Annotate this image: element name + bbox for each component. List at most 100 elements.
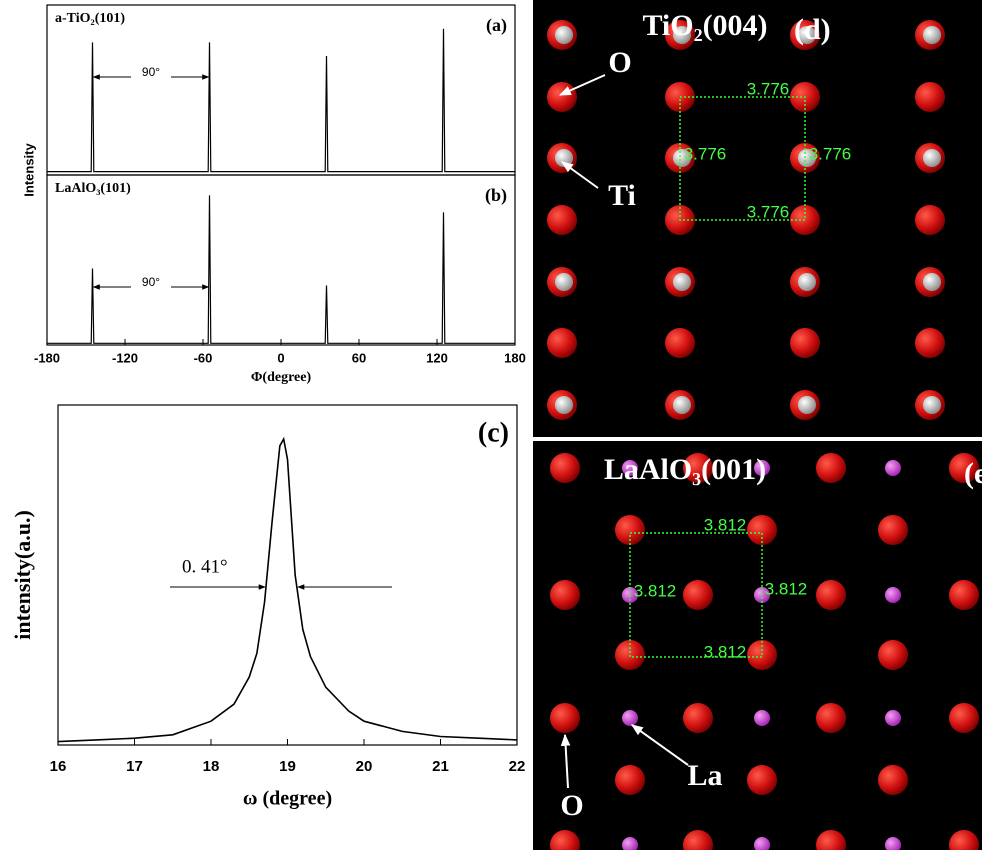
ti-atom xyxy=(798,396,816,414)
o-atom xyxy=(915,328,945,358)
o-atom xyxy=(878,640,908,670)
o-atom xyxy=(816,830,846,850)
o-atom xyxy=(550,453,580,483)
x-tick-label: 22 xyxy=(509,758,526,775)
pointer-arrow xyxy=(631,724,689,766)
pointer-arrow xyxy=(561,161,599,189)
panel-d-bg xyxy=(533,0,982,437)
o-atom xyxy=(615,765,645,795)
ti-atom xyxy=(555,26,573,44)
y-axis-label: intensity(a.u.) xyxy=(10,510,35,640)
o-atom xyxy=(816,580,846,610)
la-atom xyxy=(885,710,901,726)
pointer-arrow xyxy=(558,74,606,96)
spectrum-line xyxy=(57,436,518,743)
x-tick-label: -180 xyxy=(34,350,60,365)
panel-label: (e) xyxy=(964,457,982,490)
panel-label: (b) xyxy=(485,185,507,206)
spectrum-line xyxy=(47,195,515,344)
o-atom xyxy=(816,703,846,733)
ti-atom xyxy=(673,273,691,291)
panel-title: a-TiO₂(101) xyxy=(55,11,125,26)
o-atom xyxy=(683,703,713,733)
o-atom xyxy=(949,830,979,850)
o-atom xyxy=(949,703,979,733)
la-atom xyxy=(885,587,901,603)
ti-atom xyxy=(673,149,691,167)
spectrum-line xyxy=(47,28,515,173)
y-axis-label: Intensity xyxy=(21,143,36,197)
la-atom xyxy=(754,710,770,726)
o-atom xyxy=(615,515,645,545)
o-atom xyxy=(547,205,577,235)
atom-label: O xyxy=(608,46,631,79)
o-atom xyxy=(790,328,820,358)
ti-atom xyxy=(923,396,941,414)
distance-label: 3.776 xyxy=(747,202,790,221)
x-tick-label: 21 xyxy=(432,758,449,775)
pointer-arrow xyxy=(560,733,571,789)
la-atom xyxy=(754,460,770,476)
atom-label: La xyxy=(687,759,722,792)
o-atom xyxy=(665,328,695,358)
ti-atom xyxy=(798,26,816,44)
ti-atom xyxy=(923,149,941,167)
o-atom xyxy=(949,453,979,483)
ti-atom xyxy=(923,273,941,291)
x-tick-label: 20 xyxy=(356,758,373,775)
la-atom xyxy=(885,837,901,850)
annotation: 90° xyxy=(142,65,160,79)
la-atom xyxy=(622,460,638,476)
x-tick-label: 17 xyxy=(126,758,143,775)
x-tick-label: 18 xyxy=(203,758,220,775)
distance-label: 3.776 xyxy=(747,79,790,98)
x-tick-label: 180 xyxy=(504,350,526,365)
o-atom xyxy=(547,328,577,358)
x-tick-label: 19 xyxy=(279,758,296,775)
ti-atom xyxy=(923,26,941,44)
distance-label: 3.812 xyxy=(704,515,747,534)
ti-atom xyxy=(555,396,573,414)
panel-label: (d) xyxy=(794,13,831,46)
ti-atom xyxy=(673,396,691,414)
o-atom xyxy=(550,703,580,733)
panel-title: LaAlO₃(001) xyxy=(604,453,766,486)
o-atom xyxy=(816,453,846,483)
ti-atom xyxy=(673,26,691,44)
o-atom xyxy=(683,830,713,850)
x-tick-label: 60 xyxy=(352,350,366,365)
o-atom xyxy=(683,453,713,483)
x-tick-label: 16 xyxy=(50,758,67,775)
o-atom xyxy=(949,580,979,610)
distance-label: 3.776 xyxy=(684,144,727,163)
la-atom xyxy=(885,460,901,476)
o-atom xyxy=(747,515,777,545)
x-tick-label: 0 xyxy=(277,350,284,365)
ti-atom xyxy=(798,149,816,167)
distance-label: 3.812 xyxy=(634,581,677,600)
x-axis-label: ω (degree) xyxy=(243,788,332,810)
x-tick-label: -60 xyxy=(194,350,213,365)
o-atom xyxy=(878,515,908,545)
la-atom xyxy=(622,710,638,726)
panel-label: (a) xyxy=(486,15,507,36)
la-atom xyxy=(622,837,638,850)
panel-title: TiO₂(004) xyxy=(642,9,767,42)
o-atom xyxy=(550,580,580,610)
o-atom xyxy=(683,580,713,610)
panel-title: LaAlO₃(101) xyxy=(55,181,131,196)
o-atom xyxy=(550,830,580,850)
distance-label: 3.812 xyxy=(704,642,747,661)
o-atom xyxy=(915,82,945,112)
x-axis-label: Φ(degree) xyxy=(251,370,312,385)
x-tick-label: -120 xyxy=(112,350,138,365)
o-atom xyxy=(747,765,777,795)
o-atom xyxy=(878,765,908,795)
unit-cell xyxy=(629,532,763,658)
annotation: 0. 41° xyxy=(182,556,228,577)
la-atom xyxy=(754,837,770,850)
annotation: 90° xyxy=(142,275,160,289)
distance-label: 3.812 xyxy=(765,579,808,598)
distance-label: 3.776 xyxy=(809,144,852,163)
